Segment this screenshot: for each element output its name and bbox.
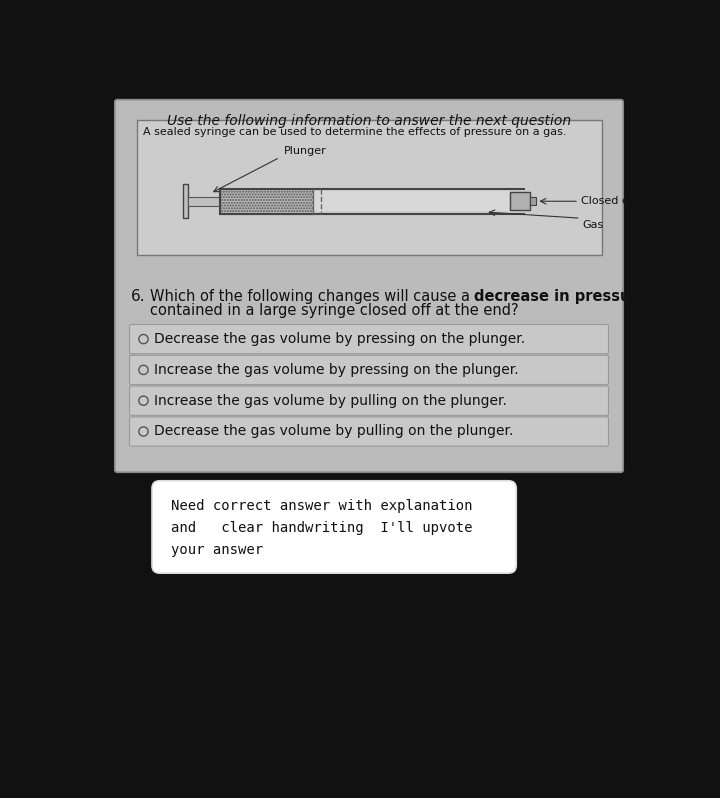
Text: Increase the gas volume by pressing on the plunger.: Increase the gas volume by pressing on t…	[154, 363, 519, 377]
Text: 6.: 6.	[131, 289, 145, 304]
Bar	[188, 196, 222, 206]
FancyBboxPatch shape	[130, 417, 608, 446]
Text: Need correct answer with explanation
and   clear handwriting  I'll upvote
your a: Need correct answer with explanation and…	[171, 500, 472, 557]
Bar	[220, 189, 313, 214]
FancyBboxPatch shape	[130, 386, 608, 415]
Text: A sealed syringe can be used to determine the effects of pressure on a gas.: A sealed syringe can be used to determin…	[143, 127, 566, 136]
Text: Plunger: Plunger	[284, 146, 326, 156]
FancyBboxPatch shape	[114, 100, 624, 472]
Text: decrease in pressure: decrease in pressure	[474, 289, 648, 304]
Bar	[313, 192, 508, 211]
Text: contained in a large syringe closed off at the end?: contained in a large syringe closed off …	[150, 303, 518, 318]
Text: Which of the following changes will cause a: Which of the following changes will caus…	[150, 289, 474, 304]
Text: Decrease the gas volume by pressing on the plunger.: Decrease the gas volume by pressing on t…	[154, 332, 526, 346]
Bar	[137, 120, 601, 255]
Bar	[183, 184, 188, 218]
Text: Decrease the gas volume by pulling on the plunger.: Decrease the gas volume by pulling on th…	[154, 425, 513, 438]
Text: Use the following information to answer the next question: Use the following information to answer …	[167, 114, 571, 128]
Bar	[530, 197, 536, 205]
FancyBboxPatch shape	[130, 355, 608, 385]
Bar	[510, 192, 530, 211]
Text: Closed end: Closed end	[580, 196, 642, 206]
FancyBboxPatch shape	[152, 480, 516, 573]
Text: Gas: Gas	[582, 219, 603, 230]
Text: Increase the gas volume by pulling on the plunger.: Increase the gas volume by pulling on th…	[154, 393, 507, 408]
FancyBboxPatch shape	[130, 325, 608, 354]
Text: to the gas: to the gas	[648, 289, 720, 304]
